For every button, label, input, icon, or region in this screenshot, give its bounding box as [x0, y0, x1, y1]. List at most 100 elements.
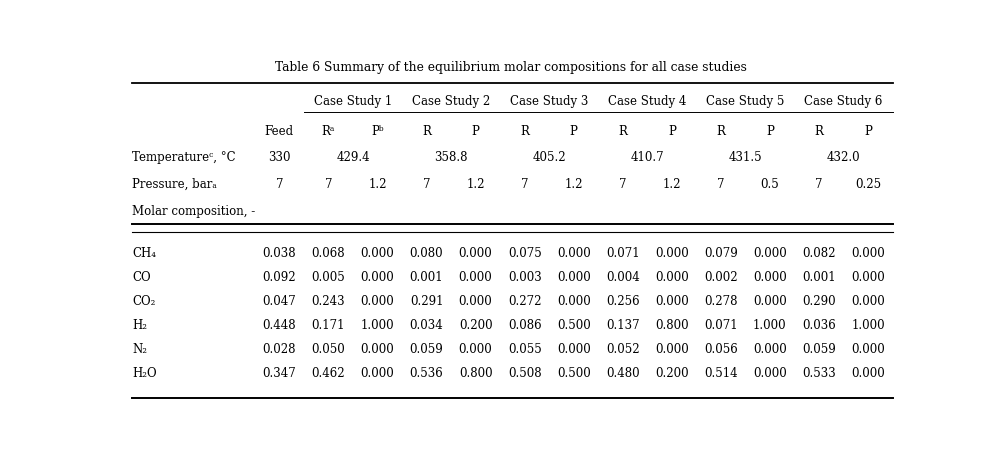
- Text: P: P: [472, 124, 479, 138]
- Text: 7: 7: [276, 178, 283, 190]
- Text: Case Study 3: Case Study 3: [510, 95, 589, 107]
- Text: 0.000: 0.000: [361, 367, 394, 380]
- Text: 7: 7: [815, 178, 823, 190]
- Text: Pᵇ: Pᵇ: [372, 124, 383, 138]
- Text: 0.000: 0.000: [557, 343, 591, 356]
- Text: 0.001: 0.001: [409, 270, 443, 284]
- Text: R: R: [619, 124, 627, 138]
- Text: 0.000: 0.000: [459, 295, 492, 308]
- Text: 0.200: 0.200: [655, 367, 688, 380]
- Text: 0.243: 0.243: [312, 295, 346, 308]
- Text: 0.034: 0.034: [409, 319, 443, 331]
- Text: 0.071: 0.071: [606, 246, 639, 259]
- Text: 0.000: 0.000: [852, 295, 884, 308]
- Text: 0.000: 0.000: [852, 270, 884, 284]
- Text: 0.000: 0.000: [459, 270, 492, 284]
- Text: 0.536: 0.536: [409, 367, 443, 380]
- Text: 0.272: 0.272: [508, 295, 542, 308]
- Text: 0.500: 0.500: [557, 367, 591, 380]
- Text: P: P: [865, 124, 872, 138]
- Text: 0.000: 0.000: [459, 343, 492, 356]
- Text: 0.082: 0.082: [802, 246, 836, 259]
- Text: 0.000: 0.000: [361, 343, 394, 356]
- Text: R: R: [520, 124, 529, 138]
- Text: 1.2: 1.2: [369, 178, 386, 190]
- Text: 0.000: 0.000: [852, 246, 884, 259]
- Text: 7: 7: [521, 178, 529, 190]
- Text: 0.086: 0.086: [508, 319, 542, 331]
- Text: 0.291: 0.291: [409, 295, 443, 308]
- Text: 7: 7: [422, 178, 430, 190]
- Text: R: R: [815, 124, 824, 138]
- Text: 0.000: 0.000: [753, 270, 787, 284]
- Text: 0.075: 0.075: [508, 246, 542, 259]
- Text: 1.000: 1.000: [852, 319, 884, 331]
- Text: 0.000: 0.000: [753, 343, 787, 356]
- Text: 0.500: 0.500: [557, 319, 591, 331]
- Text: Case Study 6: Case Study 6: [805, 95, 882, 107]
- Text: 0.052: 0.052: [606, 343, 639, 356]
- Text: R: R: [716, 124, 725, 138]
- Text: 0.480: 0.480: [606, 367, 639, 380]
- Text: 0.055: 0.055: [508, 343, 542, 356]
- Text: 0.000: 0.000: [557, 270, 591, 284]
- Text: 330: 330: [268, 151, 291, 164]
- Text: Case Study 5: Case Study 5: [706, 95, 785, 107]
- Text: 1.000: 1.000: [753, 319, 787, 331]
- Text: 0.256: 0.256: [606, 295, 639, 308]
- Text: 7: 7: [325, 178, 333, 190]
- Text: 0.448: 0.448: [263, 319, 296, 331]
- Text: 0.000: 0.000: [655, 270, 688, 284]
- Text: Temperatureᶜ, °C: Temperatureᶜ, °C: [132, 151, 236, 164]
- Text: Case Study 1: Case Study 1: [314, 95, 392, 107]
- Text: 1.2: 1.2: [565, 178, 583, 190]
- Text: 0.171: 0.171: [312, 319, 346, 331]
- Text: 0.000: 0.000: [557, 295, 591, 308]
- Text: 0.004: 0.004: [606, 270, 639, 284]
- Text: H₂O: H₂O: [132, 367, 156, 380]
- Text: 431.5: 431.5: [728, 151, 762, 164]
- Text: Pressure, barₐ: Pressure, barₐ: [132, 178, 217, 190]
- Text: 0.137: 0.137: [606, 319, 639, 331]
- Text: 0.000: 0.000: [361, 246, 394, 259]
- Text: 0.050: 0.050: [312, 343, 346, 356]
- Text: 7: 7: [619, 178, 626, 190]
- Text: Table 6 Summary of the equilibrium molar compositions for all case studies: Table 6 Summary of the equilibrium molar…: [275, 61, 746, 74]
- Text: 0.036: 0.036: [802, 319, 836, 331]
- Text: N₂: N₂: [132, 343, 147, 356]
- Text: 0.000: 0.000: [655, 246, 688, 259]
- Text: 0.059: 0.059: [802, 343, 836, 356]
- Text: 0.800: 0.800: [655, 319, 688, 331]
- Text: CO₂: CO₂: [132, 295, 155, 308]
- Text: 0.800: 0.800: [459, 367, 492, 380]
- Text: 0.347: 0.347: [263, 367, 296, 380]
- Text: 0.462: 0.462: [312, 367, 346, 380]
- Text: 0.047: 0.047: [263, 295, 296, 308]
- Text: 0.5: 0.5: [761, 178, 779, 190]
- Text: 0.200: 0.200: [459, 319, 492, 331]
- Text: 0.068: 0.068: [312, 246, 346, 259]
- Text: P: P: [766, 124, 774, 138]
- Text: 0.000: 0.000: [361, 270, 394, 284]
- Text: 1.2: 1.2: [662, 178, 681, 190]
- Text: 0.079: 0.079: [704, 246, 738, 259]
- Text: 429.4: 429.4: [336, 151, 370, 164]
- Text: 358.8: 358.8: [434, 151, 468, 164]
- Text: 1.2: 1.2: [466, 178, 485, 190]
- Text: Feed: Feed: [265, 124, 294, 138]
- Text: 0.25: 0.25: [855, 178, 881, 190]
- Text: 410.7: 410.7: [630, 151, 664, 164]
- Text: 0.290: 0.290: [802, 295, 836, 308]
- Text: 0.000: 0.000: [655, 343, 688, 356]
- Text: 432.0: 432.0: [827, 151, 861, 164]
- Text: 0.071: 0.071: [704, 319, 738, 331]
- Text: 0.508: 0.508: [508, 367, 542, 380]
- Text: 0.000: 0.000: [753, 246, 787, 259]
- Text: Case Study 2: Case Study 2: [412, 95, 490, 107]
- Text: 0.028: 0.028: [263, 343, 296, 356]
- Text: CH₄: CH₄: [132, 246, 156, 259]
- Text: 1.000: 1.000: [361, 319, 394, 331]
- Text: R: R: [422, 124, 431, 138]
- Text: 0.038: 0.038: [263, 246, 296, 259]
- Text: 0.003: 0.003: [508, 270, 542, 284]
